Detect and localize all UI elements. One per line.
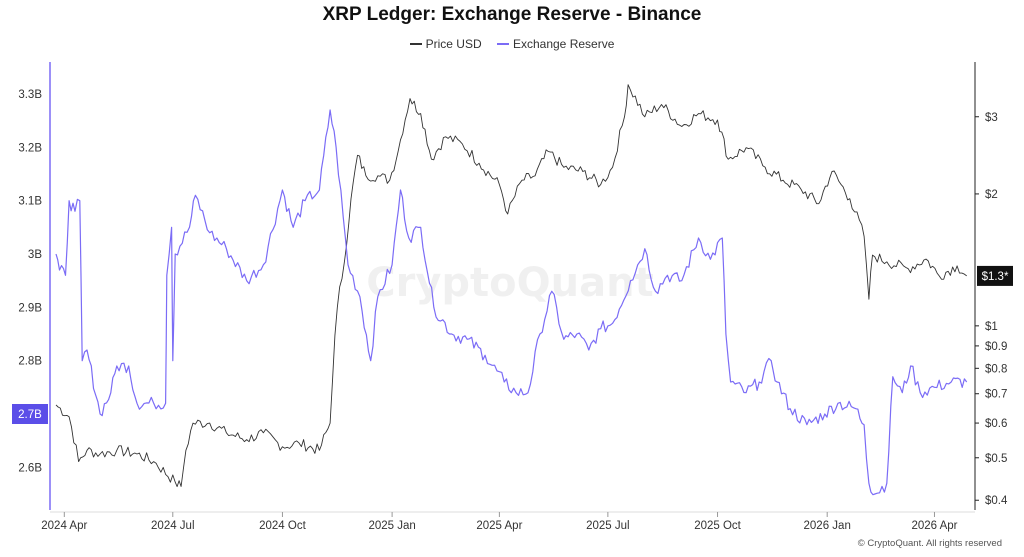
series-layer: [55, 84, 968, 496]
y-left-tick-label: 3.2B: [18, 142, 42, 154]
y-left-tick-label: 3.1B: [18, 196, 42, 208]
x-tick-label: 2025 Jul: [586, 520, 629, 532]
x-tick-label: 2024 Jul: [151, 520, 194, 532]
y-right-tick-label: $0.5: [985, 453, 1007, 465]
x-tick-label: 2024 Apr: [41, 520, 87, 532]
y-right-tick-label: $1: [985, 321, 998, 333]
y-right-tick-label: $0.4: [985, 495, 1008, 507]
y-left-tick-label: 3.3B: [18, 89, 42, 101]
axes: 3.3B 3.2B 3.1B 3B 2.9B 2.8B 2.7B 2.6B $3 $2 $1 $0.9…: [12, 62, 1013, 532]
legend-swatch-price: [409, 43, 422, 45]
y-left-tick-label: 2.9B: [18, 302, 42, 314]
x-tick-label: 2026 Jan: [804, 520, 851, 532]
x-tick-label: 2025 Apr: [476, 520, 522, 532]
legend-item-price[interactable]: Price USD: [409, 37, 482, 51]
chart-title: XRP Ledger: Exchange Reserve - Binance: [322, 4, 702, 25]
chart-legend: Price USD Exchange Reserve: [0, 34, 1024, 51]
y-right-tick-label: $2: [985, 189, 998, 201]
x-tick-label: 2024 Oct: [259, 520, 306, 532]
y-left-tick-label: 3B: [28, 249, 42, 261]
legend-swatch-reserve: [496, 43, 509, 45]
y-right-tick-label: $0.8: [985, 363, 1007, 375]
legend-label-reserve: Exchange Reserve: [512, 37, 615, 51]
x-tick-label: 2025 Jan: [368, 520, 415, 532]
x-tick-label: 2025 Oct: [694, 520, 741, 532]
watermark: CryptoQuant: [366, 260, 653, 306]
left-current-label: 2.7B: [18, 409, 42, 421]
series-line-price: [55, 84, 967, 488]
y-left-tick-label: 2.8B: [18, 356, 42, 368]
copyright-footer: © CryptoQuant. All rights reserved: [857, 538, 1002, 549]
right-current-label: $1.3*: [982, 271, 1009, 283]
y-right-tick-label: $0.9: [985, 341, 1007, 353]
x-tick-label: 2026 Apr: [911, 520, 957, 532]
y-right-tick-label: $0.7: [985, 389, 1007, 401]
series-line-reserve: [55, 109, 968, 496]
left-current-badge: [12, 404, 48, 424]
legend-item-reserve[interactable]: Exchange Reserve: [496, 37, 615, 51]
right-current-badge: [977, 265, 1013, 286]
y-right-tick-label: $0.6: [985, 418, 1007, 430]
y-left-tick-label: 2.6B: [18, 462, 42, 474]
legend-label-price: Price USD: [425, 37, 482, 51]
y-right-tick-label: $3: [985, 112, 998, 124]
